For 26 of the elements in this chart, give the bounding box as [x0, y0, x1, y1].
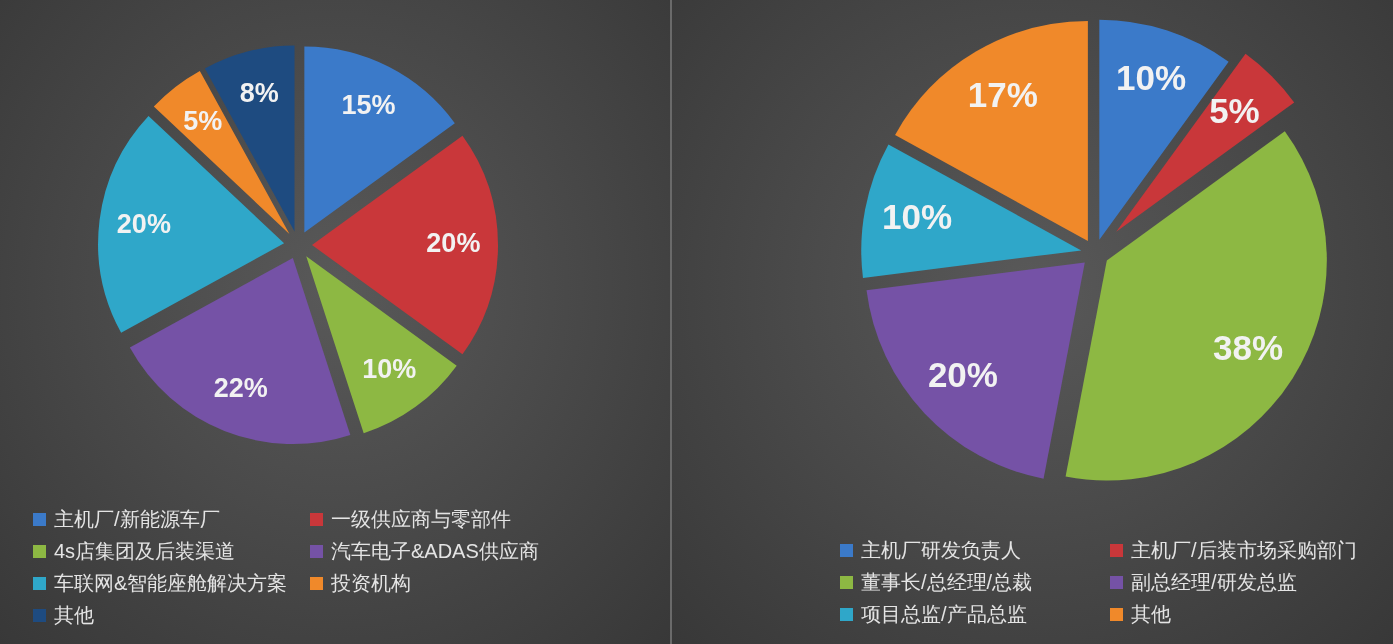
legend-label: 一级供应商与零部件: [331, 506, 511, 532]
legend-label: 副总经理/研发总监: [1131, 569, 1297, 595]
legend-label: 4s店集团及后装渠道: [54, 538, 236, 564]
data-label: 10%: [1115, 58, 1187, 98]
data-label: 5%: [183, 105, 223, 136]
legend-label: 主机厂/新能源车厂: [54, 506, 220, 532]
legend-label: 车联网&智能座舱解决方案: [54, 570, 288, 596]
legend-label: 其他: [1131, 601, 1171, 627]
data-label: 15%: [341, 90, 396, 121]
data-label: 22%: [213, 372, 268, 403]
data-label: 38%: [1212, 327, 1284, 367]
legend-label: 主机厂/后装市场采购部门: [1131, 537, 1357, 563]
data-label: 10%: [362, 354, 417, 385]
legend-label: 项目总监/产品总监: [861, 601, 1027, 627]
legend-label: 汽车电子&ADAS供应商: [331, 538, 539, 564]
data-label: 20%: [426, 228, 481, 259]
legend-label: 投资机构: [331, 570, 411, 596]
data-label: 20%: [927, 354, 998, 394]
legend-label: 主机厂研发负责人: [861, 537, 1021, 563]
data-label: 5%: [1209, 91, 1260, 131]
data-label: 8%: [239, 77, 279, 108]
data-label: 17%: [967, 74, 1038, 114]
data-label: 20%: [116, 208, 171, 239]
legend-label: 其他: [54, 602, 94, 628]
data-label: 10%: [881, 196, 953, 236]
legend-label: 董事长/总经理/总裁: [861, 569, 1033, 595]
